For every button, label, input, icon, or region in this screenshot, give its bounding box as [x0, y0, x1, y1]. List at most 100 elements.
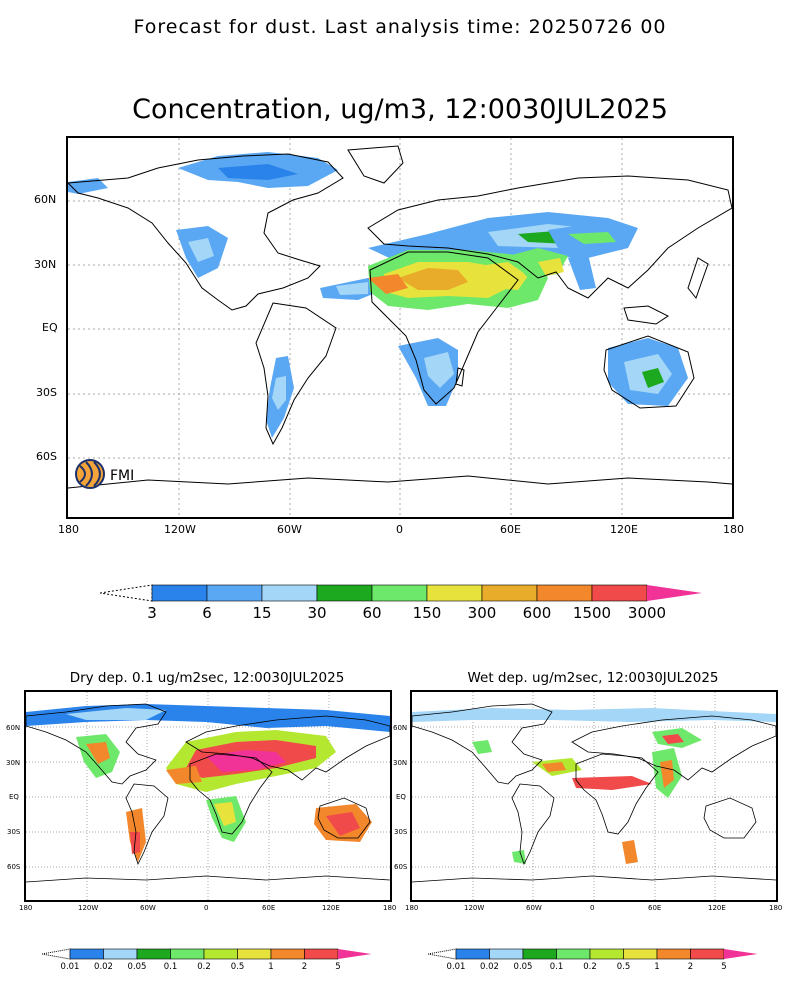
- wet-colorbar-label: 0.1: [550, 962, 564, 972]
- dry-x-tick: 180: [383, 904, 397, 912]
- dry-y-tick: 60N: [6, 724, 21, 732]
- fmi-logo-icon: [75, 459, 105, 489]
- main-colorbar-label: 600: [523, 604, 552, 622]
- wet-x-tick: 120W: [464, 904, 485, 912]
- wet-colorbar-label: 0.5: [617, 962, 631, 972]
- dry-colorbar-cells: [69, 948, 372, 960]
- dry-colorbar-cell: [304, 948, 339, 960]
- main-colorbar-cell: [151, 584, 208, 602]
- wet-x-tick: 120E: [708, 904, 726, 912]
- wet-x-tick: 0: [590, 904, 595, 912]
- main-x-tick: 60W: [277, 523, 302, 536]
- wet-colorbar-label: 5: [721, 962, 726, 972]
- wet-colorbar-cell: [690, 948, 725, 960]
- dry-colorbar-over-arrow: [338, 949, 372, 959]
- main-y-tick: 30N: [34, 258, 57, 271]
- main-y-tick: 60N: [34, 193, 57, 206]
- dry-x-tick: 120W: [78, 904, 99, 912]
- wet-x-tick: 60E: [648, 904, 662, 912]
- main-map: FMI: [66, 136, 734, 519]
- wet-x-tick: 60W: [526, 904, 542, 912]
- wet-y-tick: EQ: [396, 793, 406, 801]
- dry-y-tick: EQ: [9, 793, 19, 801]
- dry-colorbar-cell: [237, 948, 272, 960]
- wet-x-tick: 180: [769, 904, 783, 912]
- dry-colorbar-cell: [270, 948, 305, 960]
- main-colorbar-cell: [591, 584, 648, 602]
- main-colorbar-label: 30: [307, 604, 326, 622]
- main-colorbar-labels: 3 6 15 30 60 150 300 600 1500 3000: [147, 604, 666, 622]
- dry-colorbar-label: 0.05: [128, 962, 147, 972]
- main-map-title: Concentration, ug/m3, 12:0030JUL2025: [132, 94, 668, 125]
- dry-colorbar-label: 5: [335, 962, 340, 972]
- main-colorbar: 3 6 15 30 60 150 300 600 1500 3000: [99, 584, 710, 624]
- wet-colorbar-cell: [556, 948, 591, 960]
- main-colorbar-cell: [261, 584, 318, 602]
- wet-colorbar-cells: [455, 948, 758, 960]
- dry-colorbar-label: 0.5: [231, 962, 245, 972]
- dry-colorbar-label: 0.1: [164, 962, 178, 972]
- wet-colorbar-cell: [455, 948, 490, 960]
- main-x-tick: 180: [58, 523, 79, 536]
- main-colorbar-label: 6: [202, 604, 212, 622]
- main-colorbar-cell: [206, 584, 263, 602]
- wet-colorbar-cell: [589, 948, 624, 960]
- dry-colorbar: 0.01 0.02 0.05 0.1 0.2 0.5 1 2 5: [41, 948, 382, 974]
- wet-y-tick: 30N: [393, 759, 408, 767]
- main-y-tick: 30S: [36, 386, 57, 399]
- main-colorbar-label: 60: [362, 604, 381, 622]
- wet-y-tick: 60N: [393, 724, 408, 732]
- main-x-tick: 180: [723, 523, 744, 536]
- main-y-tick: EQ: [42, 321, 58, 334]
- dry-colorbar-cell: [103, 948, 138, 960]
- wet-colorbar-cell: [623, 948, 658, 960]
- main-colorbar-under-arrow: [99, 584, 153, 602]
- main-colorbar-cells: [151, 584, 702, 602]
- dry-y-tick: 30S: [7, 828, 21, 836]
- wet-colorbar-cell: [489, 948, 524, 960]
- main-colorbar-cell: [371, 584, 428, 602]
- dry-y-tick: 60S: [7, 863, 21, 871]
- dry-dep-field: [26, 704, 390, 862]
- main-colorbar-label: 15: [252, 604, 271, 622]
- main-colorbar-cell: [481, 584, 538, 602]
- dry-dep-map: [24, 690, 392, 902]
- dry-colorbar-label: 0.02: [94, 962, 113, 972]
- main-x-tick: 60E: [500, 523, 521, 536]
- forecast-header: Forecast for dust. Last analysis time: 2…: [133, 16, 667, 38]
- main-map-grid: [68, 138, 732, 517]
- dry-x-tick: 0: [204, 904, 209, 912]
- main-colorbar-label: 150: [413, 604, 442, 622]
- wet-map-title: Wet dep. ug/m2sec, 12:0030JUL2025: [467, 670, 719, 686]
- dry-colorbar-cell: [136, 948, 171, 960]
- dry-x-tick: 120E: [322, 904, 340, 912]
- wet-x-tick: 180: [405, 904, 419, 912]
- wet-colorbar-labels: 0.01 0.02 0.05 0.1 0.2 0.5 1 2 5: [447, 962, 727, 972]
- wet-colorbar-label: 0.2: [583, 962, 597, 972]
- wet-y-tick: 60S: [394, 863, 408, 871]
- main-colorbar-cell: [316, 584, 373, 602]
- main-colorbar-label: 300: [468, 604, 497, 622]
- main-colorbar-label: 1500: [573, 604, 611, 622]
- main-map-dust-field: [68, 152, 688, 438]
- dry-map-title: Dry dep. 0.1 ug/m2sec, 12:0030JUL2025: [69, 670, 345, 686]
- wet-colorbar-cell: [522, 948, 557, 960]
- wet-colorbar-under-arrow: [427, 948, 457, 960]
- dry-y-tick: 30N: [6, 759, 21, 767]
- dry-colorbar-labels: 0.01 0.02 0.05 0.1 0.2 0.5 1 2 5: [61, 962, 341, 972]
- main-colorbar-label: 3000: [628, 604, 666, 622]
- fmi-logo-text: FMI: [110, 468, 134, 484]
- wet-colorbar-cell: [656, 948, 691, 960]
- main-x-tick: 120E: [610, 523, 638, 536]
- dry-colorbar-label: 1: [268, 962, 273, 972]
- dry-colorbar-cell: [203, 948, 238, 960]
- wet-colorbar-label: 1: [654, 962, 659, 972]
- wet-y-tick: 30S: [394, 828, 408, 836]
- main-colorbar-cell: [536, 584, 593, 602]
- dry-colorbar-cell: [69, 948, 104, 960]
- dry-x-tick: 60E: [262, 904, 276, 912]
- main-colorbar-svg: 3 6 15 30 60 150 300 600 1500 3000: [99, 584, 702, 622]
- main-colorbar-cell: [426, 584, 483, 602]
- wet-colorbar-label: 0.02: [480, 962, 499, 972]
- dry-colorbar-cell: [170, 948, 205, 960]
